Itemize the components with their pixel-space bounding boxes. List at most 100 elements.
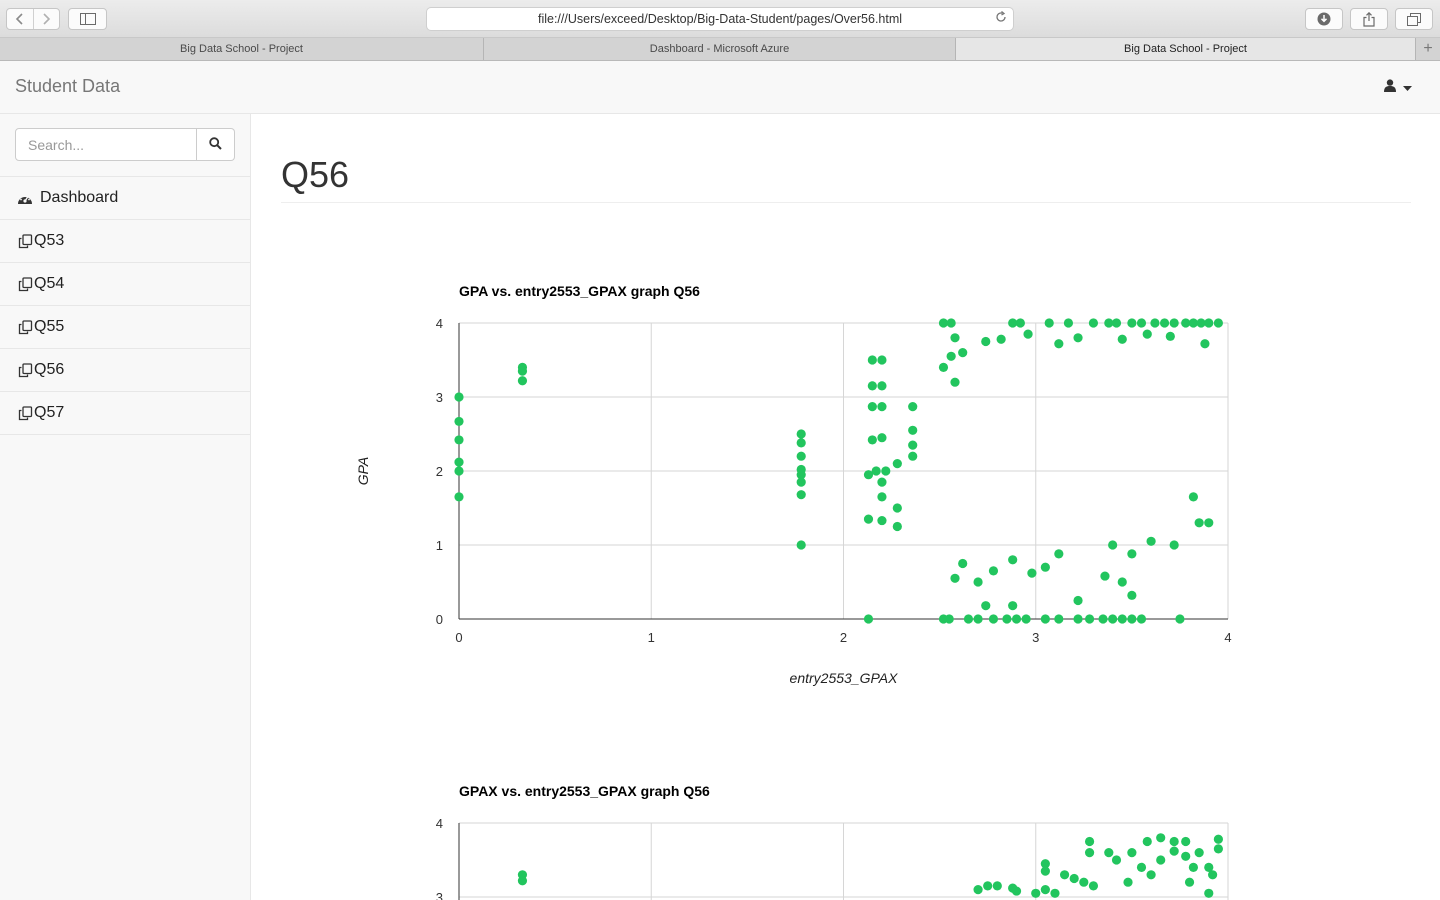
browser-tab-active[interactable]: Big Data School - Project xyxy=(956,38,1416,60)
sidebar-item-label: Q55 xyxy=(34,318,65,335)
sidebar-item-q57[interactable]: Q57 xyxy=(0,392,250,435)
scatter-point xyxy=(1213,318,1223,328)
back-icon[interactable] xyxy=(7,9,33,29)
scatter-point xyxy=(1054,549,1064,559)
scatter-point xyxy=(1111,855,1122,865)
scatter-point xyxy=(981,601,991,611)
scatter-point xyxy=(944,614,954,624)
scatter-point xyxy=(1073,595,1083,606)
scatter-point xyxy=(871,466,881,476)
scatter-point xyxy=(1044,318,1054,328)
copy-icon xyxy=(16,276,34,292)
scatter-point xyxy=(1002,614,1012,624)
scatter-point xyxy=(1127,549,1137,559)
scatter-point xyxy=(1136,318,1147,328)
browser-tab[interactable]: Dashboard - Microsoft Azure xyxy=(484,38,956,60)
scatter-point xyxy=(1127,848,1137,858)
scatter-chart-gpa: GPA vs. entry2553_GPAX graph Q56 0 1 2 3 4 0 1 2… xyxy=(355,283,1232,686)
url-text: file:///Users/exceed/Desktop/Big-Data-St… xyxy=(537,12,903,26)
sidebar-item-dashboard[interactable]: Dashboard xyxy=(0,177,250,220)
scatter-point xyxy=(892,521,902,532)
copy-icon xyxy=(16,405,34,421)
y-tick-label: 0 xyxy=(436,612,443,627)
scatter-point xyxy=(1146,536,1156,546)
tab-label: Big Data School - Project xyxy=(180,43,303,55)
copy-icon xyxy=(16,362,34,378)
scatter-point xyxy=(1117,577,1127,587)
downloads-icon[interactable] xyxy=(1305,8,1343,30)
scatter-point xyxy=(796,438,806,448)
chart-title: GPA vs. entry2553_GPAX graph Q56 xyxy=(459,283,700,299)
scatter-point xyxy=(881,466,891,476)
scatter-point xyxy=(1079,877,1089,887)
scatter-point xyxy=(983,881,993,891)
scatter-point xyxy=(1169,836,1179,847)
scatter-point xyxy=(1181,318,1191,328)
scatter-point xyxy=(1073,333,1083,343)
scatter-point xyxy=(1069,873,1079,884)
sidebar: Dashboard Q53 Q54 Q55 Q56 xyxy=(0,114,251,900)
scatter-point xyxy=(1073,614,1083,624)
y-tick-label: 3 xyxy=(436,890,443,900)
page-title: Q56 xyxy=(281,154,350,195)
scatter-point xyxy=(867,402,877,412)
sidebar-search xyxy=(15,128,235,161)
sidebar-item-q54[interactable]: Q54 xyxy=(0,263,250,306)
browser-toolbar: file:///Users/exceed/Desktop/Big-Data-St… xyxy=(0,0,1440,38)
sidebar-item-q53[interactable]: Q53 xyxy=(0,220,250,263)
scatter-point xyxy=(996,334,1006,344)
scatter-point xyxy=(1150,318,1160,328)
search-button[interactable] xyxy=(197,128,235,161)
brand-link[interactable]: Student Data xyxy=(15,76,121,96)
scatter-point xyxy=(1181,851,1191,861)
y-tick-label: 3 xyxy=(436,390,443,405)
x-tick-label: 1 xyxy=(648,630,655,645)
scatter-point xyxy=(1050,888,1060,898)
scatter-point xyxy=(867,355,877,365)
scatter-point xyxy=(454,457,464,467)
scatter-point xyxy=(1156,833,1166,843)
scatter-point xyxy=(1104,318,1114,328)
x-tick-label: 0 xyxy=(455,630,462,645)
scatter-point xyxy=(1054,614,1064,624)
scatter-point xyxy=(1156,855,1166,865)
search-input[interactable] xyxy=(15,128,197,161)
scatter-point xyxy=(958,348,968,358)
browser-tab[interactable]: Big Data School - Project xyxy=(0,38,484,60)
scatter-point xyxy=(1008,601,1018,611)
scatter-point xyxy=(863,614,874,624)
dashboard-icon xyxy=(16,192,34,205)
scatter-point xyxy=(877,492,887,502)
scatter-point xyxy=(1117,614,1127,624)
user-dropdown[interactable] xyxy=(1384,79,1412,95)
sidebar-item-q55[interactable]: Q55 xyxy=(0,306,250,349)
tab-label: Dashboard - Microsoft Azure xyxy=(649,43,790,55)
scatter-point xyxy=(796,429,806,439)
scatter-point xyxy=(1054,339,1064,349)
scatter-point xyxy=(1040,614,1050,624)
scatter-point xyxy=(1084,614,1095,624)
address-bar[interactable]: file:///Users/exceed/Desktop/Big-Data-St… xyxy=(426,7,1014,31)
reload-icon[interactable] xyxy=(995,10,1007,26)
forward-icon[interactable] xyxy=(32,9,60,29)
scatter-point xyxy=(1127,590,1137,600)
scatter-point xyxy=(1040,885,1050,895)
scatter-point xyxy=(1165,331,1175,341)
sidebar-toggle-icon[interactable] xyxy=(68,8,107,30)
scatter-point xyxy=(1169,846,1179,856)
scatter-point xyxy=(1040,866,1050,876)
scatter-point xyxy=(1188,862,1198,872)
share-icon[interactable] xyxy=(1350,8,1388,30)
plus-icon[interactable]: + xyxy=(1423,40,1433,57)
tabs-overview-icon[interactable] xyxy=(1395,8,1433,30)
copy-icon xyxy=(16,319,34,335)
scatter-point xyxy=(1117,334,1127,344)
scatter-point xyxy=(1142,329,1152,339)
scatter-point xyxy=(1088,881,1099,891)
scatter-point xyxy=(1111,318,1122,328)
sidebar-item-q56[interactable]: Q56 xyxy=(0,349,250,392)
x-tick-label: 3 xyxy=(1032,630,1039,645)
scatter-point xyxy=(1194,518,1204,528)
caret-down-icon xyxy=(1403,80,1412,95)
scatter-point xyxy=(950,377,960,387)
